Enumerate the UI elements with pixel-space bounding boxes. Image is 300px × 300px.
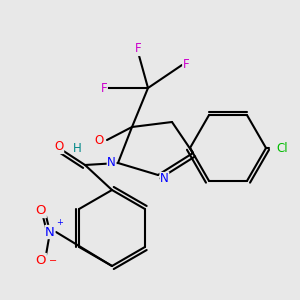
Text: O: O (36, 254, 46, 266)
Text: O: O (36, 205, 46, 218)
Text: O: O (95, 134, 104, 146)
Text: H: H (73, 142, 82, 154)
Text: −: − (49, 256, 57, 266)
Text: +: + (56, 218, 63, 227)
Text: F: F (135, 43, 141, 56)
Text: N: N (45, 226, 55, 238)
Text: Cl: Cl (276, 142, 288, 154)
Text: N: N (160, 172, 169, 185)
Text: F: F (183, 58, 189, 70)
Text: O: O (54, 140, 64, 154)
Text: N: N (107, 157, 116, 169)
Text: F: F (101, 82, 107, 94)
